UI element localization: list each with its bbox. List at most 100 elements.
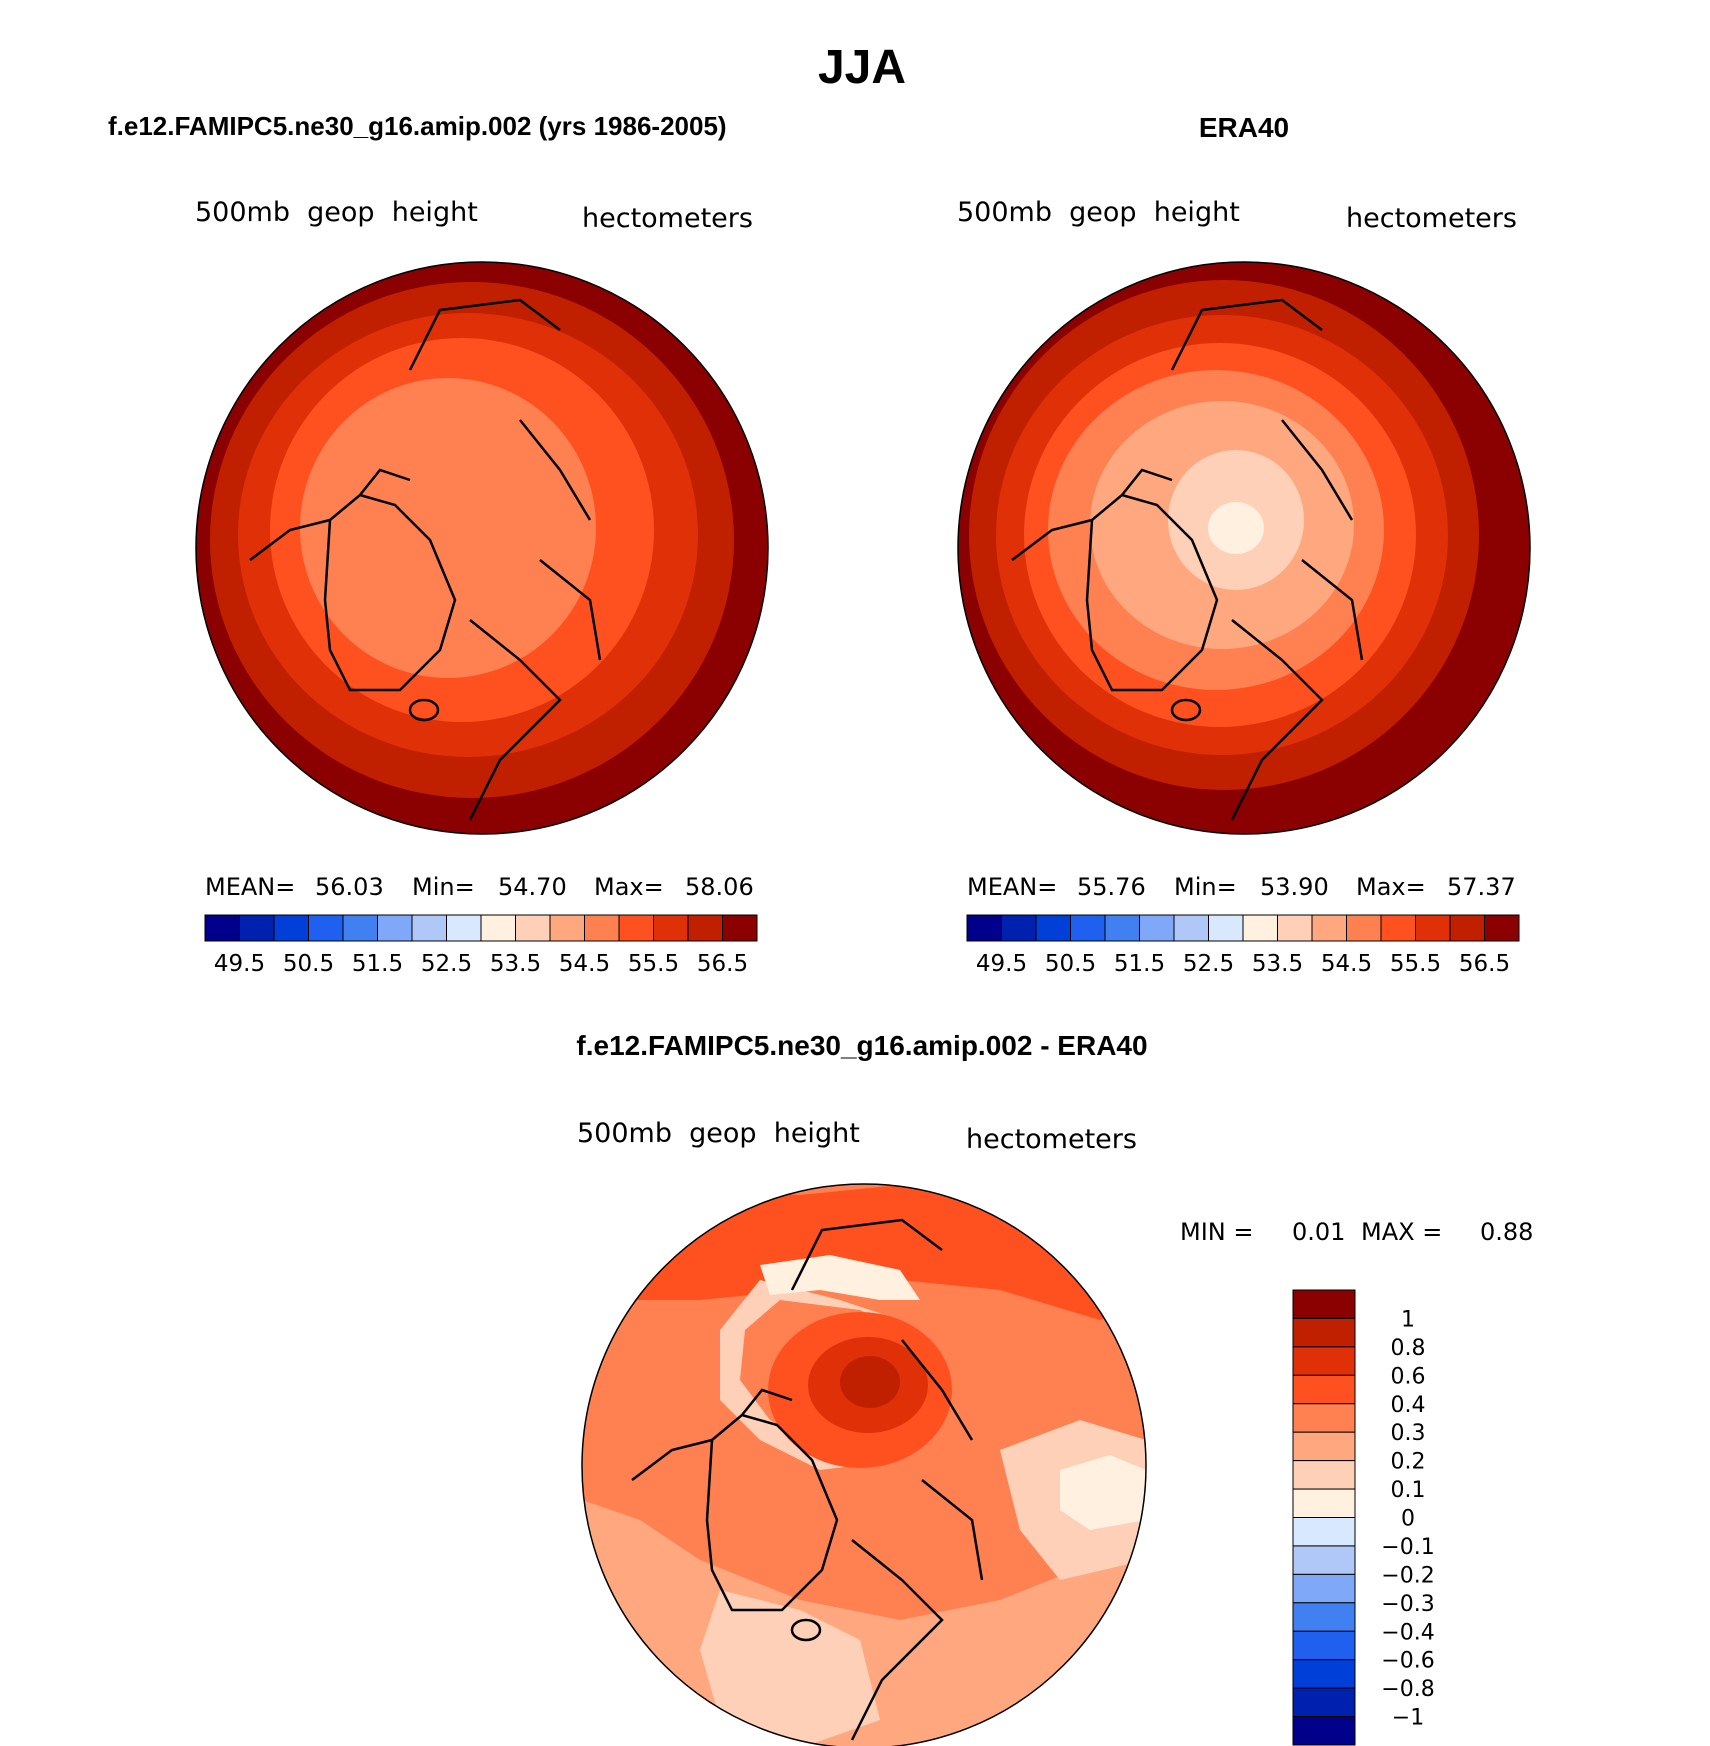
colorbar-swatch bbox=[204, 914, 240, 942]
map-boundary bbox=[195, 261, 769, 835]
colorbar-swatch bbox=[377, 914, 413, 942]
coastline bbox=[408, 698, 440, 722]
colorbar-label: −0.1 bbox=[1381, 1535, 1434, 1560]
colorbar-swatch bbox=[722, 914, 758, 942]
max-value: 57.37 bbox=[1447, 873, 1516, 901]
units-label: hectometers bbox=[966, 1124, 1137, 1155]
colorbar-label: 50.5 bbox=[1045, 951, 1096, 977]
colorbar-swatch bbox=[1346, 914, 1382, 942]
colorbar-swatch bbox=[1070, 914, 1106, 942]
colorbar-label: 0 bbox=[1401, 1507, 1415, 1532]
colorbar-label: 0.4 bbox=[1391, 1393, 1426, 1418]
stats-line: MEAN= 55.76 Min= 53.90 Max= 57.37 bbox=[967, 873, 1516, 901]
colorbar-label: 1 bbox=[1401, 1307, 1415, 1332]
colorbar-swatch bbox=[1292, 1374, 1356, 1405]
colorbar-swatch bbox=[1449, 914, 1485, 942]
colorbar-swatch bbox=[1208, 914, 1244, 942]
colorbar-label: 53.5 bbox=[1252, 951, 1303, 977]
colorbar-swatch bbox=[1277, 914, 1313, 942]
colorbar-swatch bbox=[1380, 914, 1416, 942]
colorbar-swatch bbox=[411, 914, 447, 942]
colorbar-label: 50.5 bbox=[283, 951, 334, 977]
min-value: 0.01 bbox=[1292, 1218, 1345, 1246]
colorbar-swatch bbox=[1292, 1716, 1356, 1746]
colorbar-swatch bbox=[1292, 1573, 1356, 1604]
colorbar-label: 53.5 bbox=[490, 951, 541, 977]
colorbar-swatch bbox=[1139, 914, 1175, 942]
colorbar-swatch bbox=[966, 914, 1002, 942]
coastline bbox=[249, 298, 602, 821]
colorbar-swatch bbox=[1292, 1289, 1356, 1319]
colorbar-swatch bbox=[1242, 914, 1278, 942]
colorbar-label: 55.5 bbox=[1390, 951, 1441, 977]
max-label: Max= bbox=[594, 873, 664, 901]
min-label: Min= bbox=[412, 873, 475, 901]
colorbar-vertical: 1 0.8 0.6 0.4 0.3 0.2 0.1 0 −0.1 −0.2 −0.3 −0.4 −0.6… bbox=[1292, 1289, 1435, 1746]
max-value: 0.88 bbox=[1480, 1218, 1533, 1246]
colorbar-swatch bbox=[1104, 914, 1140, 942]
mean-label: MEAN= bbox=[967, 873, 1057, 901]
polar-map bbox=[196, 262, 768, 834]
colorbar-swatch bbox=[1292, 1687, 1356, 1718]
colorbar-label: 51.5 bbox=[1114, 951, 1165, 977]
panel-title: ERA40 bbox=[1199, 112, 1289, 143]
colorbar-label: 52.5 bbox=[421, 951, 472, 977]
colorbar-label: −0.6 bbox=[1381, 1649, 1434, 1674]
colorbar-label: 49.5 bbox=[976, 951, 1027, 977]
colorbar-label: −0.2 bbox=[1381, 1563, 1434, 1588]
colorbar-swatch bbox=[549, 914, 585, 942]
colorbar-label: 0.8 bbox=[1391, 1336, 1426, 1361]
colorbar-label: 0.2 bbox=[1391, 1450, 1426, 1475]
colorbar-swatch bbox=[1292, 1659, 1356, 1689]
colorbar-swatch bbox=[584, 914, 620, 942]
coastline bbox=[790, 1618, 822, 1642]
variable-label: 500mb geop height bbox=[957, 197, 1240, 228]
colorbar-label: 0.3 bbox=[1391, 1421, 1426, 1446]
colorbar-swatch bbox=[308, 914, 344, 942]
colorbar-swatch bbox=[1035, 914, 1071, 942]
map-boundary bbox=[957, 261, 1531, 835]
mean-value: 56.03 bbox=[315, 873, 384, 901]
coastline bbox=[705, 1413, 839, 1612]
colorbar-swatch bbox=[1292, 1431, 1356, 1462]
colorbar-swatch bbox=[1292, 1403, 1356, 1433]
colorbar-label: 54.5 bbox=[559, 951, 610, 977]
colorbar-label: −0.4 bbox=[1381, 1620, 1434, 1645]
colorbar-label: 0.6 bbox=[1391, 1364, 1426, 1389]
colorbar-label: 54.5 bbox=[1321, 951, 1372, 977]
min-label: Min= bbox=[1174, 873, 1237, 901]
max-label: MAX = bbox=[1361, 1218, 1442, 1246]
polar-map bbox=[582, 1184, 1146, 1746]
map-boundary bbox=[581, 1183, 1147, 1746]
colorbar-swatch bbox=[1292, 1488, 1356, 1518]
colorbar-swatch bbox=[446, 914, 482, 942]
colorbar-swatch bbox=[618, 914, 654, 942]
variable-label: 500mb geop height bbox=[577, 1118, 860, 1149]
mean-label: MEAN= bbox=[205, 873, 295, 901]
coastline bbox=[1170, 698, 1202, 722]
colorbar-label: 0.1 bbox=[1391, 1478, 1426, 1503]
colorbar-swatch bbox=[1001, 914, 1037, 942]
min-value: 53.90 bbox=[1260, 873, 1329, 901]
colorbar-swatch bbox=[1292, 1317, 1356, 1348]
colorbar-swatch bbox=[653, 914, 689, 942]
panel-difference: f.e12.FAMIPC5.ne30_g16.amip.002 - ERA40 … bbox=[576, 1030, 1533, 1746]
colorbar-swatch bbox=[342, 914, 378, 942]
colorbar-swatch bbox=[1292, 1602, 1356, 1632]
colorbar-label: −0.8 bbox=[1381, 1677, 1434, 1702]
colorbar-label: −1 bbox=[1392, 1706, 1424, 1731]
colorbar-swatch bbox=[1484, 914, 1520, 942]
colorbar-swatch bbox=[1292, 1346, 1356, 1376]
colorbar-swatch bbox=[239, 914, 275, 942]
colorbar-swatch bbox=[480, 914, 516, 942]
units-label: hectometers bbox=[582, 203, 753, 234]
colorbar-swatch bbox=[1415, 914, 1451, 942]
panel-title: f.e12.FAMIPC5.ne30_g16.amip.002 (yrs 198… bbox=[108, 111, 727, 141]
colorbar-swatch bbox=[1292, 1630, 1356, 1661]
colorbar-swatch bbox=[1292, 1517, 1356, 1547]
colorbar-swatch bbox=[273, 914, 309, 942]
min-value: 54.70 bbox=[498, 873, 567, 901]
colorbar: 49.5 50.5 51.5 52.5 53.5 54.5 55.5 56.5 bbox=[966, 914, 1520, 977]
colorbar: 49.5 50.5 51.5 52.5 53.5 54.5 55.5 56.5 bbox=[204, 914, 758, 977]
coastline bbox=[631, 1218, 984, 1741]
